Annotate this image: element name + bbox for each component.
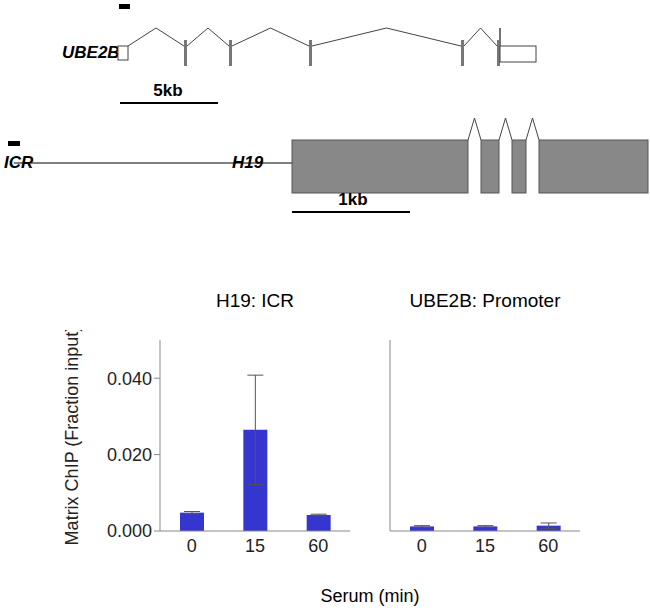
svg-text:0: 0: [417, 536, 427, 556]
html-text:H19: ICR: H19: ICR: [215, 290, 295, 311]
svg-text:60: 60: [538, 536, 558, 556]
svg-text:1kb: 1kb: [338, 190, 367, 209]
svg-text:15: 15: [245, 536, 265, 556]
html-text:Serum (min): Serum (min): [320, 586, 420, 606]
svg-text:60: 60: [308, 536, 328, 556]
svg-text:Matrix ChIP (Fraction input): Matrix ChIP (Fraction input): [62, 330, 82, 545]
svg-text:5kb: 5kb: [153, 81, 182, 100]
svg-text:UBE2B: UBE2B: [62, 43, 120, 62]
svg-text:0.020: 0.020: [107, 445, 152, 465]
svg-text:0: 0: [187, 536, 197, 556]
svg-text:15: 15: [475, 536, 495, 556]
html-text:UBE2B: Promoter: UBE2B: Promoter: [409, 290, 561, 311]
svg-text:0.000: 0.000: [107, 521, 152, 541]
svg-text:0.040: 0.040: [107, 369, 152, 389]
svg-text:H19: H19: [232, 153, 264, 172]
